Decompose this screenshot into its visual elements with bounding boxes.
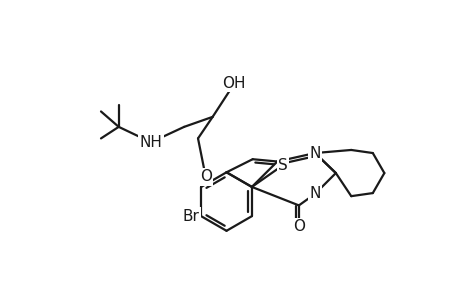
Text: N: N (309, 146, 320, 160)
Text: OH: OH (222, 76, 246, 91)
Text: N: N (309, 186, 320, 201)
Text: Br: Br (182, 209, 199, 224)
Text: O: O (292, 220, 304, 235)
Text: O: O (199, 169, 211, 184)
Text: S: S (277, 158, 287, 173)
Text: NH: NH (140, 135, 162, 150)
